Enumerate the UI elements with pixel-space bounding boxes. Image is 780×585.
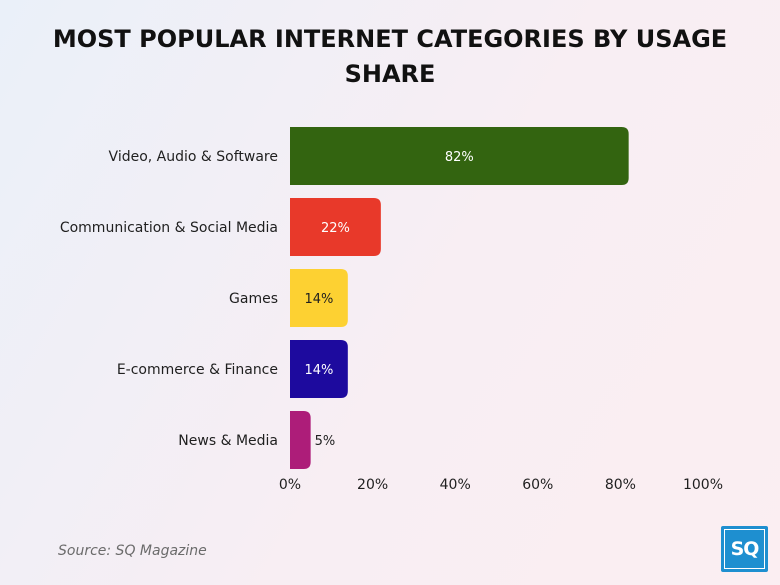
bar-video-audio-software: [290, 127, 629, 185]
bar-games: [290, 269, 348, 327]
x-tick-label-60: 60%: [522, 477, 553, 493]
chart-title: MOST POPULAR INTERNET CATEGORIES BY USAG…: [52, 25, 728, 88]
bar-news-media: [290, 411, 311, 469]
category-label-communication-social-media: Communication & Social Media: [60, 220, 278, 236]
x-tick-label-20: 20%: [357, 477, 388, 493]
category-label-e-commerce-finance: E-commerce & Finance: [117, 362, 278, 378]
value-label-games: 14%: [304, 292, 333, 307]
value-label-e-commerce-finance: 14%: [304, 363, 333, 378]
logo-text: SQ: [724, 529, 765, 569]
x-tick-label-80: 80%: [605, 477, 636, 493]
source-note: Source: SQ Magazine: [58, 543, 207, 559]
bar-e-commerce-finance: [290, 340, 348, 398]
category-label-games: Games: [229, 291, 278, 307]
x-tick-label-100: 100%: [683, 477, 723, 493]
value-label-news-media: 5%: [315, 434, 336, 449]
category-label-news-media: News & Media: [178, 433, 278, 449]
x-tick-label-40: 40%: [440, 477, 471, 493]
x-tick-label-0: 0%: [279, 477, 301, 493]
sq-magazine-logo: SQ: [721, 526, 768, 572]
value-label-video-audio-software: 82%: [445, 150, 474, 165]
category-label-video-audio-software: Video, Audio & Software: [109, 149, 278, 165]
bar-communication-social-media: [290, 198, 381, 256]
value-label-communication-social-media: 22%: [321, 221, 350, 236]
